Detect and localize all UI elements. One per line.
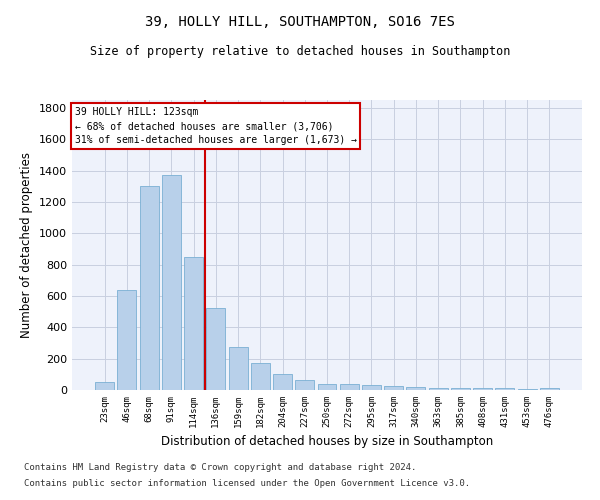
Bar xyxy=(273,374,292,390)
Bar xyxy=(95,382,114,390)
Bar xyxy=(340,384,359,390)
Bar xyxy=(384,386,403,390)
Bar xyxy=(184,257,203,390)
Bar xyxy=(473,388,492,390)
Bar xyxy=(118,290,136,390)
Text: 39 HOLLY HILL: 123sqm
← 68% of detached houses are smaller (3,706)
31% of semi-d: 39 HOLLY HILL: 123sqm ← 68% of detached … xyxy=(74,108,356,146)
Bar xyxy=(162,175,181,390)
Bar xyxy=(540,388,559,390)
Text: Contains HM Land Registry data © Crown copyright and database right 2024.: Contains HM Land Registry data © Crown c… xyxy=(24,464,416,472)
Text: Contains public sector information licensed under the Open Government Licence v3: Contains public sector information licen… xyxy=(24,478,470,488)
Y-axis label: Number of detached properties: Number of detached properties xyxy=(20,152,34,338)
X-axis label: Distribution of detached houses by size in Southampton: Distribution of detached houses by size … xyxy=(161,436,493,448)
Bar xyxy=(251,362,270,390)
Bar xyxy=(429,388,448,390)
Bar xyxy=(229,347,248,390)
Bar xyxy=(362,386,381,390)
Bar xyxy=(206,308,225,390)
Bar xyxy=(295,380,314,390)
Bar xyxy=(518,389,536,390)
Text: 39, HOLLY HILL, SOUTHAMPTON, SO16 7ES: 39, HOLLY HILL, SOUTHAMPTON, SO16 7ES xyxy=(145,15,455,29)
Bar xyxy=(140,186,158,390)
Bar xyxy=(451,388,470,390)
Bar xyxy=(406,387,425,390)
Bar xyxy=(496,388,514,390)
Bar xyxy=(317,384,337,390)
Text: Size of property relative to detached houses in Southampton: Size of property relative to detached ho… xyxy=(90,45,510,58)
